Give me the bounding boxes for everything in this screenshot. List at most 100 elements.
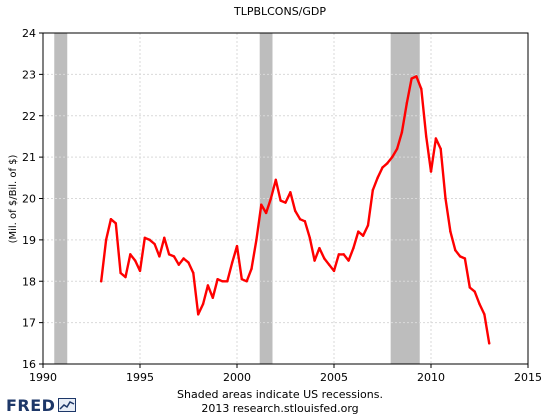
data-point [221,280,224,283]
y-tick-label: 18 [22,275,36,288]
data-point [109,217,113,221]
fred-logo-text: FRED [6,395,56,415]
data-point [352,246,355,250]
x-tick-label: 2010 [417,371,445,384]
data-point [381,166,384,169]
data-point [206,284,210,287]
data-point [371,189,374,192]
data-point [138,269,142,273]
x-tick-label: 2015 [514,371,542,384]
data-point [177,263,180,266]
y-tick-label: 19 [22,234,36,247]
y-tick-label: 16 [22,358,36,371]
data-point [274,178,277,182]
data-point [143,236,147,240]
data-point [376,176,379,180]
x-axis: 1990 1995 2000 2005 2010 2015 [29,364,542,384]
x-tick-label: 1990 [29,371,57,384]
data-point [187,261,190,264]
data-point [337,253,341,256]
data-point [124,275,127,279]
data-point [230,261,234,264]
data-point [488,342,491,345]
data-point [298,217,302,221]
data-point [483,313,486,316]
data-point [478,302,481,306]
data-point [361,234,365,237]
data-point [303,220,307,223]
y-tick-label: 24 [22,27,36,40]
y-tick-label: 22 [22,110,36,123]
data-point [294,209,297,213]
recession-note: Shaded areas indicate US recessions. [177,388,383,401]
data-point [468,286,471,289]
data-point [235,244,239,248]
data-point [250,267,253,271]
data-point [429,170,433,173]
data-point [313,259,316,262]
data-point [197,313,200,316]
data-point [308,236,311,240]
data-point [245,280,248,283]
data-point [172,255,176,258]
data-point [284,201,287,204]
data-point [342,253,345,256]
data-point [289,191,292,194]
data-point [153,242,156,246]
data-point [318,246,321,250]
data-point [323,257,326,260]
data-point [357,230,360,233]
grid-lines [42,32,529,365]
y-tick-label: 20 [22,193,36,206]
data-point [129,253,132,256]
data-point [405,102,408,105]
data-point [211,296,214,299]
data-point [458,255,462,258]
data-point [100,280,103,283]
data-point [192,271,195,275]
data-point [449,230,452,233]
y-tick-label: 17 [22,317,36,330]
data-point [182,257,185,260]
data-point [167,253,171,256]
series-group [99,75,491,345]
chart-logo-icon [58,398,77,412]
data-point [119,271,122,275]
data-point [148,238,151,242]
data-point [158,255,161,258]
data-point [473,290,476,293]
y-axis-label: (Mil. of $/Bil. of $) [8,154,19,243]
y-tick-label: 23 [22,68,36,81]
data-point [114,222,117,225]
data-point [424,135,428,138]
recession-bands [54,33,420,364]
y-tick-label: 21 [22,151,36,164]
data-point [386,162,389,165]
x-tick-label: 2005 [320,371,348,384]
data-point [279,199,282,202]
data-point [216,277,219,281]
data-point [240,277,244,281]
data-point [444,197,447,200]
data-point [395,147,399,151]
data-point [410,77,413,80]
data-point [264,211,268,215]
x-tick-label: 1995 [126,371,154,384]
data-point [391,155,394,159]
data-point [201,302,205,306]
recession-band [259,33,273,364]
data-point [269,197,273,200]
x-tick-label: 2000 [223,371,251,384]
chart-title: TLPBLCONS/GDP [233,5,326,18]
fred-logo[interactable]: FRED [6,395,77,415]
y-axis: 16 17 18 19 20 21 22 23 24 [22,27,43,371]
data-point [366,224,370,227]
data-point [133,259,137,262]
data-point [255,238,258,242]
data-point [332,269,336,273]
data-point [400,131,404,134]
data-point [226,280,229,283]
source-note: 2013 research.stlouisfed.org [201,402,359,415]
data-point [163,236,166,240]
